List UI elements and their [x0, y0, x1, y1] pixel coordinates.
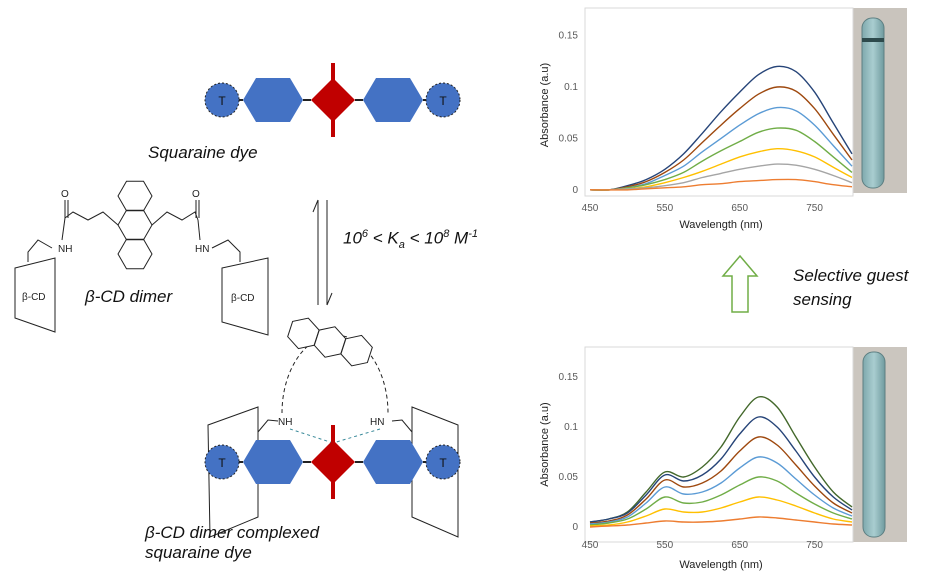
y-tick-label: 0.05	[559, 472, 579, 483]
sensing-label: Selective guest	[793, 266, 910, 285]
spectrum-line	[589, 476, 853, 526]
terminal-group	[425, 82, 461, 118]
y-tick-label: 0	[572, 522, 578, 533]
anthracene-ring	[117, 209, 153, 241]
sensing-arrow	[721, 254, 759, 313]
y-axis-label: Absorbance (a.u)	[539, 402, 551, 486]
y-tick-label: 0.05	[559, 133, 579, 144]
x-tick-label: 650	[731, 540, 748, 551]
x-tick-label: 450	[582, 540, 599, 551]
x-tick-label: 750	[806, 203, 823, 214]
dye-label: Squaraine dye	[148, 143, 258, 162]
vial-photo-top	[853, 8, 907, 193]
terminal-label: T	[218, 456, 226, 470]
x-axis-label: Wavelength (nm)	[679, 219, 762, 231]
equilibrium-arrows	[312, 199, 333, 306]
binding-text: < 10	[404, 228, 444, 248]
y-tick-label: 0.15	[559, 372, 579, 383]
x-axis-label: Wavelength (nm)	[679, 559, 762, 571]
spectrum-line	[589, 456, 853, 525]
terminal-label: T	[218, 94, 226, 108]
y-tick-label: 0.1	[564, 82, 578, 93]
dye-ring	[363, 78, 423, 122]
squaraine-core	[311, 78, 355, 122]
terminal-group	[204, 444, 240, 480]
dimer-structure	[14, 200, 269, 336]
hn-label: HN	[370, 417, 384, 428]
complex-label: β-CD dimer complexed	[144, 523, 320, 542]
y-tick-label: 0.1	[564, 422, 578, 433]
terminal-label: T	[439, 94, 447, 108]
plot-frame	[584, 7, 854, 197]
spectrum-line	[589, 436, 853, 524]
terminal-label: T	[439, 456, 447, 470]
cd-label: β-CD	[231, 293, 255, 304]
anthracene-ring	[117, 180, 153, 212]
oxygen-label: O	[61, 189, 69, 200]
x-tick-label: 450	[582, 203, 599, 214]
binding-text: 10	[343, 228, 362, 248]
hn-label: HN	[195, 244, 209, 255]
y-tick-label: 0	[572, 185, 578, 196]
spectrum-line	[589, 496, 853, 527]
spectrum-line	[589, 416, 853, 523]
binding-constant: 106 < Ka < 108 M-1	[343, 228, 478, 251]
plot-frame	[584, 346, 854, 543]
spectrum-line	[589, 395, 853, 523]
sensing-label: sensing	[793, 290, 852, 309]
dye-ring	[243, 440, 303, 484]
dye-ring	[363, 440, 423, 484]
spectrum-line	[589, 127, 853, 191]
x-tick-label: 750	[806, 540, 823, 551]
anthracene-guest	[287, 317, 373, 367]
nh-label: NH	[58, 244, 72, 255]
x-tick-label: 650	[731, 203, 748, 214]
complex-label: squaraine dye	[145, 543, 252, 562]
nh-label: NH	[278, 417, 292, 428]
dimer-label: β-CD dimer	[84, 287, 173, 306]
dye-ring	[243, 78, 303, 122]
spectrum-line	[589, 86, 853, 191]
anthracene-ring	[117, 238, 153, 270]
squaraine-core	[311, 440, 355, 484]
y-axis-label: Absorbance (a.u)	[539, 63, 551, 147]
binding-text: -1	[468, 228, 478, 240]
spectrum-line	[589, 106, 853, 191]
terminal-group	[425, 444, 461, 480]
x-tick-label: 550	[657, 540, 674, 551]
spectrum-line	[589, 516, 853, 528]
vial-photo-bottom	[853, 347, 907, 542]
binding-text: < K	[368, 228, 399, 248]
cd-label: β-CD	[22, 292, 46, 303]
binding-text: M	[449, 228, 469, 248]
spectrum-line	[589, 163, 853, 191]
binding-text: 8	[443, 228, 450, 240]
binding-text: a	[398, 239, 405, 252]
anthracene-ring	[340, 334, 373, 367]
spectrum-line	[589, 178, 853, 191]
binding-text: 6	[361, 228, 369, 240]
spectrum-line	[589, 65, 853, 191]
x-tick-label: 550	[657, 203, 674, 214]
y-tick-label: 0.15	[559, 31, 579, 42]
terminal-group	[204, 82, 240, 118]
oxygen-label: O	[192, 189, 200, 200]
